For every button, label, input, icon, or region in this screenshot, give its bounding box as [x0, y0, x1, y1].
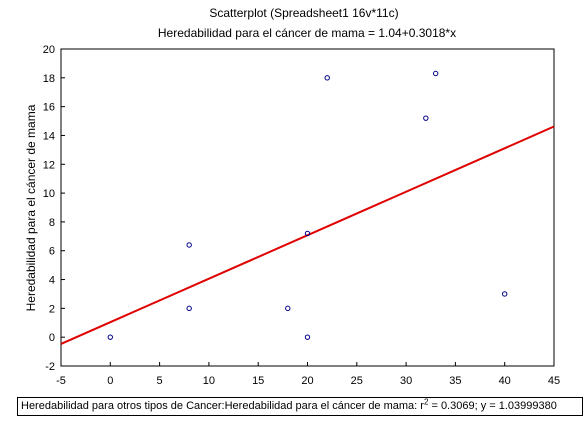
- x-tick-label: 15: [252, 375, 264, 387]
- x-axis: -5 0 5 10 15 20 25 30 35 40 45: [56, 362, 560, 387]
- data-point: [304, 334, 311, 340]
- data-point: [186, 242, 192, 248]
- x-tick-label: -5: [56, 375, 66, 387]
- chart-subtitle: Heredabilidad para el cáncer de mama = 1…: [158, 26, 456, 40]
- legend-text: Heredabilidad para otros tipos de Cancer…: [21, 400, 424, 412]
- plot-area: [60, 48, 555, 367]
- x-tick-label: 25: [351, 375, 363, 387]
- y-tick-label: 0: [49, 332, 55, 344]
- data-point: [304, 230, 311, 237]
- y-tick-label: 18: [43, 73, 55, 85]
- x-tick-label: 40: [499, 375, 511, 387]
- y-axis-label: Heredabilidad para el cáncer de mama: [24, 104, 38, 311]
- legend-equation: = 0.3069; y = 1.03999380: [428, 400, 557, 412]
- y-tick-label: 20: [43, 44, 55, 56]
- y-tick-label: 16: [43, 102, 55, 114]
- y-tick-label: -2: [45, 361, 55, 373]
- data-points: [107, 70, 508, 340]
- data-point: [285, 305, 291, 312]
- data-point: [186, 305, 192, 312]
- y-tick-label: 12: [43, 159, 55, 171]
- regression-legend: Heredabilidad para otros tipos de Cancer…: [17, 397, 583, 416]
- x-tick-label: 20: [301, 375, 313, 387]
- x-tick-label: 0: [107, 375, 113, 387]
- y-tick-label: 8: [49, 217, 55, 229]
- y-tick-label: 4: [49, 275, 55, 287]
- data-point: [107, 334, 114, 340]
- data-point: [502, 291, 508, 297]
- legend-superscript: 2: [423, 397, 429, 407]
- data-point: [324, 75, 330, 81]
- y-tick-label: 10: [43, 188, 55, 200]
- x-tick-label: 5: [157, 375, 163, 387]
- x-tick-label: 30: [400, 375, 412, 387]
- x-tick-label: 45: [548, 375, 560, 387]
- data-point: [423, 115, 429, 121]
- y-tick-label: 2: [49, 303, 55, 315]
- data-point: [432, 70, 439, 77]
- y-tick-label: 6: [49, 246, 55, 258]
- x-tick-label: 10: [203, 375, 215, 387]
- y-axis: -2 0 2 4 6 8 10 12 14 16 18 20: [43, 44, 65, 373]
- chart-title: Scatterplot (Spreadsheet1 16v*11c): [209, 6, 398, 20]
- x-tick-label: 35: [449, 375, 461, 387]
- y-tick-label: 14: [43, 130, 55, 142]
